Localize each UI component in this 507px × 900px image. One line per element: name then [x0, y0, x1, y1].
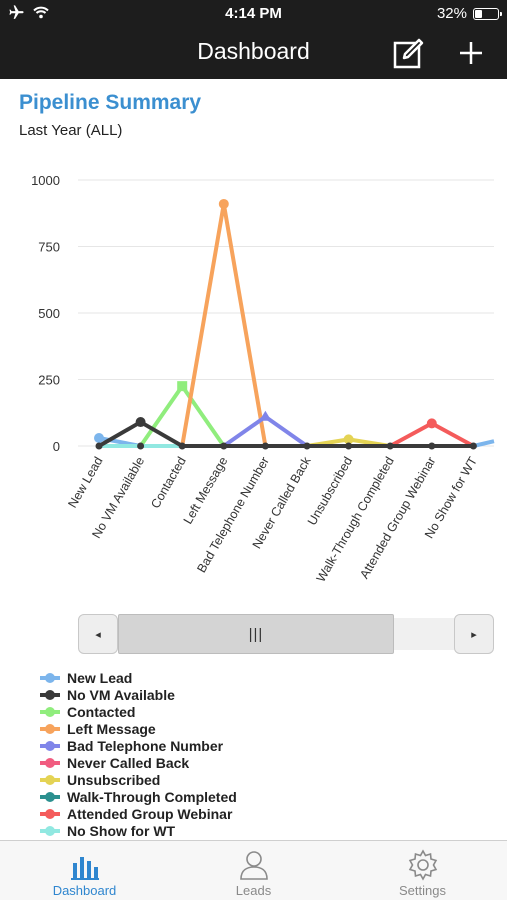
x-tick-label: Left Message: [181, 454, 231, 526]
tab-dashboard[interactable]: Dashboard: [0, 841, 169, 900]
legend-label: No Show for WT: [67, 822, 176, 839]
series-continuation: [472, 439, 495, 448]
chart-scrollbar[interactable]: ◂ ||| ▸: [78, 614, 494, 654]
y-tick-label: 250: [38, 373, 60, 388]
status-left: [8, 4, 49, 21]
point-marker: [94, 433, 104, 444]
status-bar: 4:14 PM 32%: [0, 0, 507, 28]
point-marker: [343, 434, 354, 445]
nav-bar: Dashboard: [0, 28, 507, 79]
plus-icon: [460, 42, 482, 64]
legend-item[interactable]: Unsubscribed: [40, 771, 237, 788]
bar-chart-icon: [70, 857, 99, 880]
y-tick-label: 500: [38, 306, 60, 321]
legend-swatch: [40, 723, 60, 734]
legend-swatch: [40, 740, 60, 751]
wifi-icon: [33, 6, 49, 19]
legend-label: Never Called Back: [67, 754, 190, 771]
baseline-marker: [345, 442, 353, 450]
legend-swatch: [40, 808, 60, 819]
legend-label: No VM Available: [67, 686, 175, 703]
baseline-marker: [303, 442, 311, 450]
x-tick-label: Contacted: [148, 454, 189, 510]
point-marker: [218, 198, 229, 209]
point-marker: [426, 418, 437, 429]
legend-swatch: [40, 791, 60, 802]
legend-label: Walk-Through Completed: [67, 788, 237, 805]
legend-item[interactable]: No Show for WT: [40, 822, 237, 839]
legend-item[interactable]: Attended Group Webinar: [40, 805, 237, 822]
add-button[interactable]: [456, 36, 486, 70]
tab-bar: Dashboard Leads Settings: [0, 840, 507, 900]
series-line-1: [98, 420, 474, 448]
battery-icon: [473, 7, 502, 20]
airplane-icon: [9, 5, 24, 19]
baseline-marker: [95, 442, 103, 450]
chart-legend: New Lead No VM Available Contacted Left Mes…: [40, 669, 237, 839]
compose-icon: [393, 38, 424, 69]
tab-settings-label: Settings: [399, 883, 446, 898]
person-icon: [239, 851, 268, 880]
legend-swatch: [40, 825, 60, 836]
baseline-marker: [469, 442, 477, 450]
x-tick-label: Walk-Through Completed: [314, 454, 397, 584]
tab-leads-label: Leads: [235, 883, 272, 898]
gear-icon: [408, 849, 437, 881]
y-tick-label: 0: [53, 439, 60, 454]
chart-series: [94, 198, 495, 450]
legend-item[interactable]: Bad Telephone Number: [40, 737, 237, 754]
scroll-right-button[interactable]: ▸: [454, 614, 494, 654]
baseline-marker: [137, 442, 145, 450]
legend-label: Left Message: [67, 720, 156, 737]
tab-settings[interactable]: Settings: [338, 841, 507, 900]
legend-label: New Lead: [67, 669, 133, 686]
legend-swatch: [40, 689, 60, 700]
baseline-marker: [386, 442, 394, 450]
nav-title: Dashboard: [197, 38, 310, 64]
status-right: 32%: [436, 5, 502, 22]
scroll-left-button[interactable]: ◂: [78, 614, 118, 654]
legend-item[interactable]: No VM Available: [40, 686, 237, 703]
legend-item[interactable]: Never Called Back: [40, 754, 237, 771]
legend-label: Bad Telephone Number: [67, 737, 224, 754]
y-tick-label: 1000: [31, 173, 60, 188]
legend-label: Unsubscribed: [67, 771, 161, 788]
series-line-3: [99, 201, 474, 448]
legend-item[interactable]: Left Message: [40, 720, 237, 737]
legend-item[interactable]: Walk-Through Completed: [40, 788, 237, 805]
chart-title: Pipeline Summary: [19, 91, 202, 114]
y-axis-labels: 0 250 500 750 1000: [31, 173, 60, 454]
baseline-marker: [178, 442, 186, 450]
legend-label: Contacted: [67, 703, 136, 720]
compose-button[interactable]: [392, 36, 426, 70]
y-tick-label: 750: [38, 240, 60, 255]
point-marker: [177, 381, 188, 392]
chart-grid: [78, 179, 494, 447]
baseline-marker: [261, 442, 269, 450]
legend-item[interactable]: New Lead: [40, 669, 237, 686]
legend-swatch: [40, 672, 60, 683]
legend-swatch: [40, 757, 60, 768]
scrollbar-thumb[interactable]: |||: [118, 614, 394, 654]
series-line-2: [99, 384, 474, 448]
baseline-marker: [428, 442, 436, 450]
point-marker: [135, 417, 146, 428]
chart-subtitle: Last Year (ALL): [19, 122, 123, 139]
tab-leads[interactable]: Leads: [169, 841, 338, 900]
point-marker: [259, 410, 272, 421]
x-tick-label: Attended Group Webinar: [357, 455, 438, 582]
tab-dashboard-label: Dashboard: [52, 883, 117, 898]
legend-swatch: [40, 774, 60, 785]
baseline-marker: [220, 442, 228, 450]
battery-percent: 32%: [436, 5, 467, 22]
status-time: 4:14 PM: [225, 5, 282, 22]
legend-swatch: [40, 706, 60, 717]
x-tick-label: New Lead: [65, 454, 105, 510]
legend-label: Attended Group Webinar: [67, 805, 233, 822]
x-tick-label: Bad Telephone Number: [194, 455, 272, 576]
legend-item[interactable]: Contacted: [40, 703, 237, 720]
